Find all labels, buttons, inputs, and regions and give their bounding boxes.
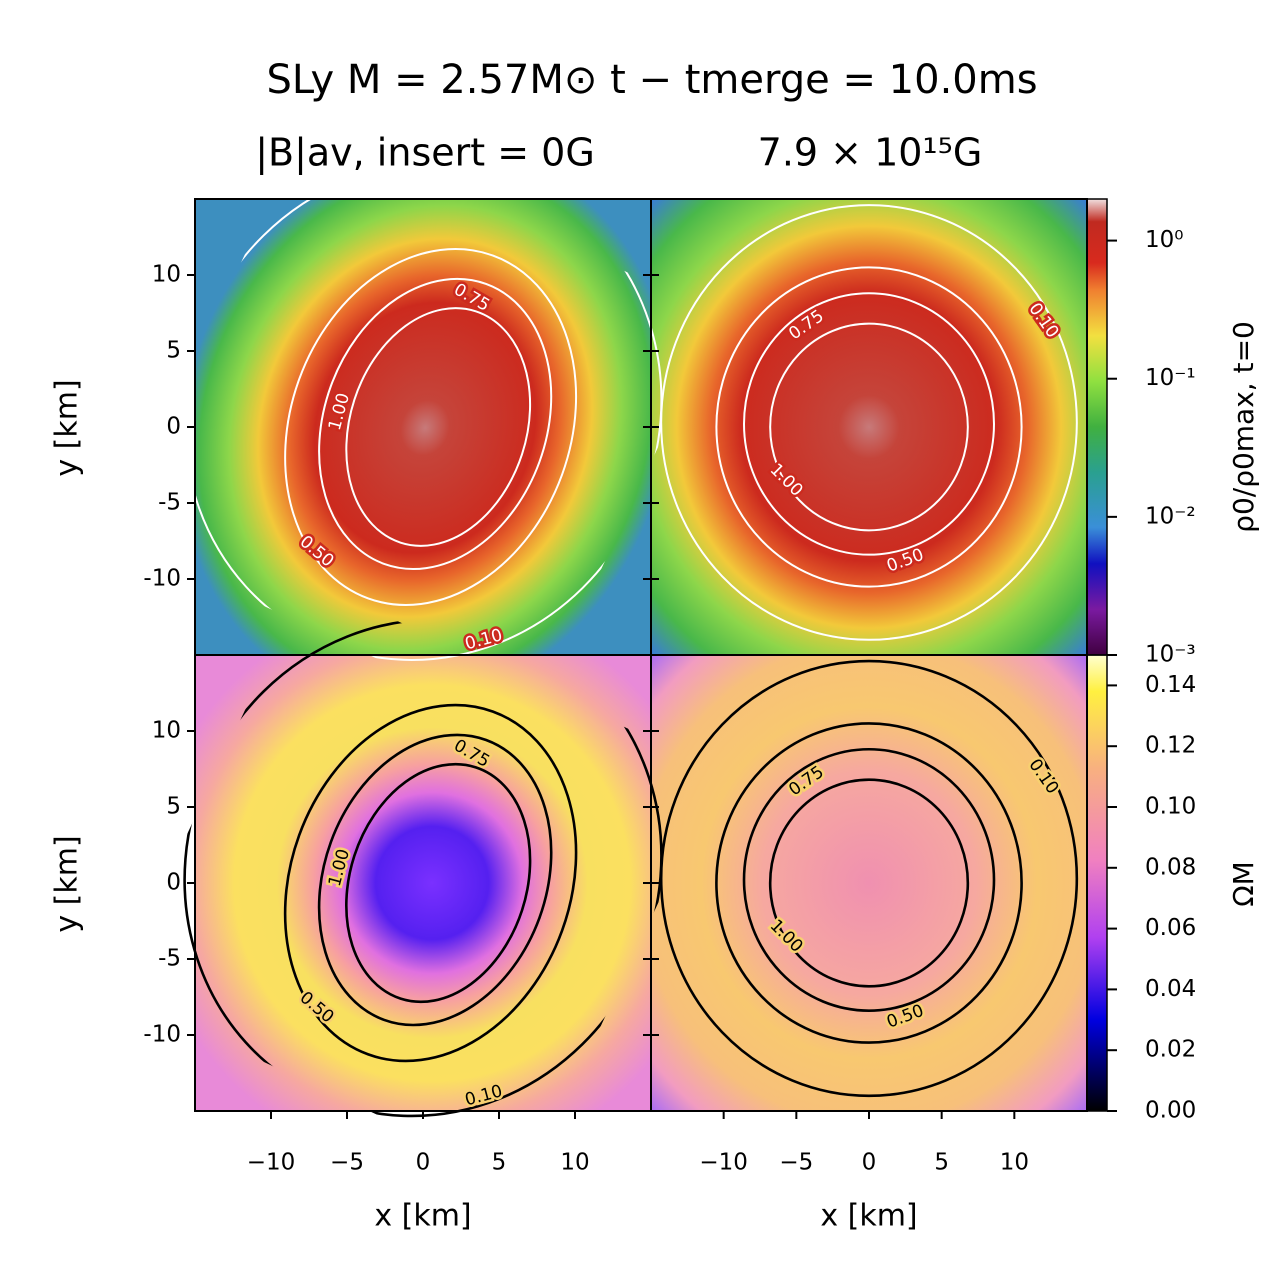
colorbar-tick-label: 10⁻² [1145,503,1196,529]
contour [345,762,532,1004]
x-axis-label: x [km] [374,1199,471,1234]
colorbar-label: ρ0/ρ0max, t=0 [1227,321,1260,533]
contour [715,266,1023,588]
y-tick-label: -10 [143,1022,181,1048]
title: SLy M = 2.57M⊙ t − tmerge = 10.0ms [266,57,1037,103]
y-tick-label: -10 [143,566,181,592]
x-tick-label: −5 [330,1150,364,1176]
x-tick-label: 10 [1000,1150,1029,1176]
contour [743,292,995,556]
y-tick-label: 0 [166,414,181,440]
x-axis-label: x [km] [820,1199,917,1234]
density-map [195,199,651,655]
contour [715,722,1023,1044]
colorbar-tick-label: 0.10 [1145,794,1196,820]
x-tick-label: −5 [779,1150,813,1176]
contour [742,747,996,1012]
y-tick-label: 5 [166,338,181,364]
colorbar-tick-label: 10⁰ [1145,227,1184,253]
colorbar-tick-label: 0.02 [1145,1037,1196,1063]
column-title: |B|av, insert = 0G [255,131,595,176]
contour [283,703,578,1063]
colorbar [1087,199,1107,655]
y-tick-label: -5 [158,946,181,972]
x-tick-label: 10 [560,1150,589,1176]
y-tick-label: 10 [152,262,181,288]
colorbar-tick-label: 10⁻³ [1145,642,1196,668]
y-tick-label: 10 [152,718,181,744]
y-axis-label: y [km] [50,379,85,476]
colorbar [1087,655,1107,1111]
contour [769,322,969,532]
colorbar-label: ΩM [1227,861,1260,907]
colorbar-tick-label: 0.12 [1145,733,1196,759]
colorbar-tick-label: 0.00 [1145,1098,1196,1124]
colorbar-tick-label: 0.06 [1145,915,1196,941]
x-tick-label: 5 [492,1150,507,1176]
contour [317,733,553,1027]
y-tick-label: -5 [158,490,181,516]
contour [660,204,1078,641]
column-title: 7.9 × 10¹⁵G [758,131,983,175]
contour [318,277,553,570]
colorbar-tick-label: 0.08 [1145,854,1196,880]
x-tick-label: −10 [699,1150,748,1176]
y-axis-label: y [km] [50,835,85,932]
contour [284,248,578,606]
y-tick-label: 0 [166,870,181,896]
x-tick-label: 0 [862,1150,877,1176]
x-tick-label: 0 [416,1150,431,1176]
contour [659,659,1079,1098]
colorbar-tick-label: 0.04 [1145,976,1196,1002]
y-tick-label: 5 [166,794,181,820]
colorbar-tick-label: 0.14 [1145,672,1196,698]
colorbar-frame [1086,654,1108,1112]
x-tick-label: 5 [934,1150,949,1176]
contour [768,778,970,988]
x-tick-label: −10 [247,1150,296,1176]
contour [345,307,532,547]
colorbar-tick-label: 10⁻¹ [1145,365,1196,391]
